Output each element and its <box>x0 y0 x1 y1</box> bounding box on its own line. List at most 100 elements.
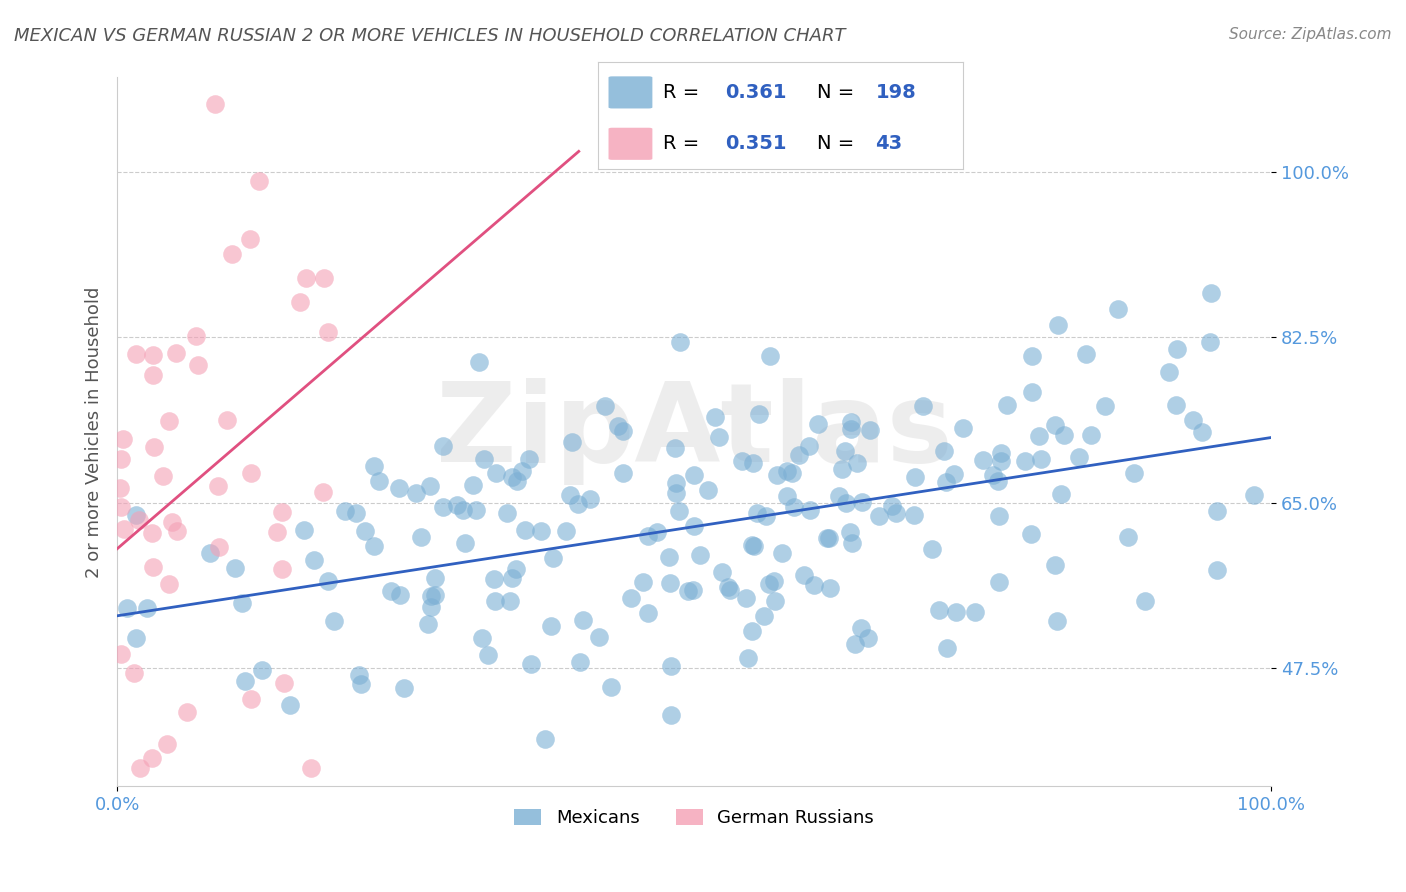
Point <box>152 469 174 483</box>
Point <box>689 548 711 562</box>
Point <box>312 485 335 500</box>
Point <box>344 506 367 520</box>
Point <box>718 582 741 597</box>
Point <box>513 523 536 537</box>
Point <box>710 566 733 580</box>
Point <box>1206 503 1229 517</box>
Legend: Mexicans, German Russians: Mexicans, German Russians <box>508 802 882 834</box>
Point <box>143 440 166 454</box>
Text: 43: 43 <box>876 135 903 153</box>
Point <box>827 490 849 504</box>
Point <box>141 526 163 541</box>
Point <box>841 536 863 550</box>
Point <box>707 429 730 443</box>
Point <box>1080 427 1102 442</box>
Point <box>322 614 344 628</box>
Text: R =: R = <box>664 135 706 153</box>
Point <box>1043 558 1066 573</box>
Point <box>1031 451 1053 466</box>
Point <box>204 97 226 112</box>
Point <box>295 271 318 285</box>
Point <box>467 355 489 369</box>
Point <box>787 448 810 462</box>
Point <box>588 630 610 644</box>
Point <box>737 650 759 665</box>
Point <box>501 470 523 484</box>
Point <box>942 467 965 482</box>
Point <box>221 247 243 261</box>
Point <box>747 506 769 520</box>
Point <box>1076 347 1098 361</box>
Text: Source: ZipAtlas.com: Source: ZipAtlas.com <box>1229 27 1392 42</box>
Point <box>659 658 682 673</box>
Point <box>668 335 690 350</box>
Point <box>1046 318 1069 332</box>
Point <box>166 524 188 539</box>
Point <box>250 663 273 677</box>
Point <box>844 637 866 651</box>
Point <box>928 603 950 617</box>
Point <box>432 500 454 514</box>
Point <box>849 621 872 635</box>
Point <box>333 504 356 518</box>
Point <box>347 667 370 681</box>
Point <box>290 295 312 310</box>
Point <box>797 439 820 453</box>
Point <box>567 497 589 511</box>
Point <box>157 413 180 427</box>
Point <box>793 568 815 582</box>
Point <box>1116 530 1139 544</box>
Point <box>409 530 432 544</box>
Point <box>125 508 148 522</box>
Point <box>696 483 718 498</box>
Point <box>1052 427 1074 442</box>
Text: R =: R = <box>664 83 706 102</box>
Point <box>1021 349 1043 363</box>
Point <box>1069 450 1091 464</box>
Point <box>1107 302 1129 317</box>
Point <box>664 441 686 455</box>
Point <box>363 539 385 553</box>
Point <box>380 584 402 599</box>
Point <box>945 605 967 619</box>
Point <box>129 761 152 775</box>
Point <box>834 444 856 458</box>
Text: ZipAtlas: ZipAtlas <box>436 378 952 485</box>
Point <box>423 571 446 585</box>
Point <box>935 640 957 655</box>
Point <box>1205 563 1227 577</box>
Point <box>665 476 688 491</box>
Point <box>311 837 333 851</box>
Point <box>990 454 1012 468</box>
Point <box>1133 594 1156 608</box>
Point <box>270 505 292 519</box>
Point <box>758 349 780 363</box>
Point <box>110 647 132 661</box>
Point <box>142 348 165 362</box>
Point <box>499 594 522 608</box>
Point <box>1014 454 1036 468</box>
Point <box>755 509 778 524</box>
Point <box>419 599 441 614</box>
Point <box>682 467 704 482</box>
Point <box>208 540 231 554</box>
Point <box>1157 365 1180 379</box>
Point <box>859 423 882 437</box>
Point <box>495 506 517 520</box>
Point <box>799 503 821 517</box>
Point <box>388 481 411 495</box>
Point <box>658 549 681 564</box>
Point <box>505 562 527 576</box>
Point <box>110 452 132 467</box>
Point <box>485 466 508 480</box>
Point <box>156 737 179 751</box>
Point <box>1122 466 1144 480</box>
Point <box>439 28 461 42</box>
Point <box>312 270 335 285</box>
Point <box>599 680 621 694</box>
Point <box>734 591 756 605</box>
Point <box>595 399 617 413</box>
FancyBboxPatch shape <box>609 77 652 109</box>
Point <box>477 648 499 662</box>
Point <box>765 467 787 482</box>
